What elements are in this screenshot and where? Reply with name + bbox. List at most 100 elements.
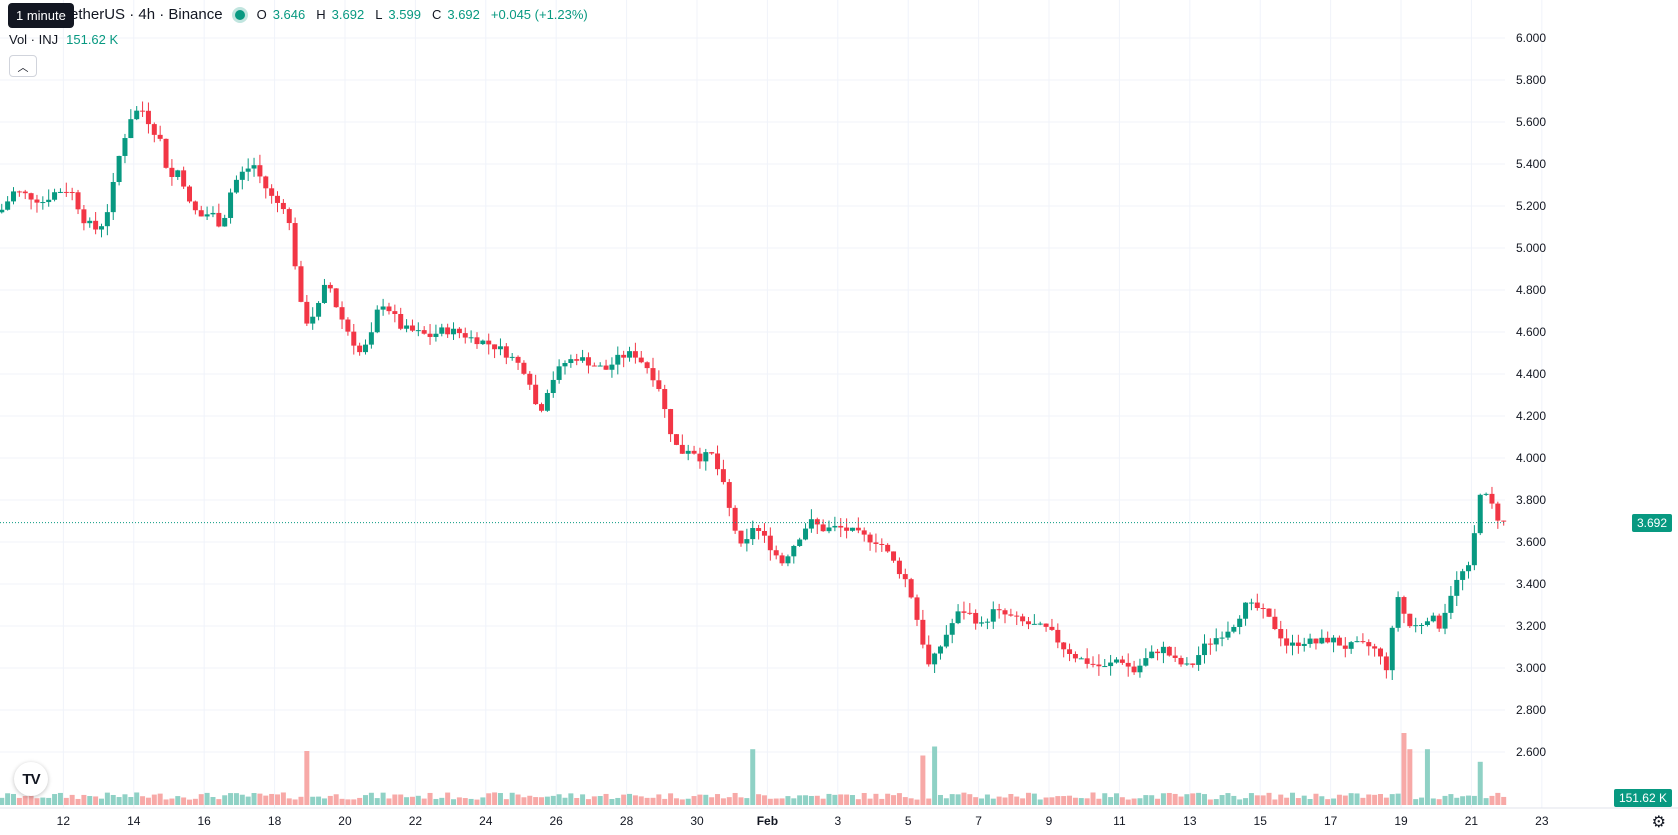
collapse-legend-button[interactable]: ︿ <box>9 55 37 77</box>
candle-body <box>533 384 539 405</box>
time-tick-label: 24 <box>479 814 493 828</box>
candle-body <box>1489 493 1495 504</box>
price-tick-label: 3.600 <box>1516 535 1546 549</box>
volume-bar <box>93 796 99 805</box>
candle-body <box>1113 659 1119 663</box>
volume-bar <box>63 797 69 805</box>
volume-bar <box>849 795 855 805</box>
candle-body <box>269 188 275 196</box>
candle-body <box>1430 615 1436 622</box>
candle-body <box>761 530 767 536</box>
volume-bar <box>269 793 275 805</box>
volume-bar <box>1430 798 1436 805</box>
time-tick-label: 14 <box>127 814 141 828</box>
candle-body <box>591 365 597 367</box>
volume-bar <box>357 797 363 805</box>
volume-bar <box>257 793 263 805</box>
time-tick-label: 12 <box>57 814 71 828</box>
candle-body <box>1407 613 1413 627</box>
volume-bar <box>1301 795 1307 805</box>
volume-bar <box>433 798 439 805</box>
volume-bar <box>210 797 216 805</box>
candle-body <box>1025 621 1031 625</box>
tradingview-logo-icon[interactable]: TV <box>14 762 48 796</box>
candle-body <box>1289 642 1295 646</box>
candle-body <box>468 337 474 339</box>
candle-body <box>1254 602 1260 609</box>
price-tick-label: 4.400 <box>1516 367 1546 381</box>
volume-bar <box>1178 796 1184 805</box>
candle-body <box>527 373 533 385</box>
volume-bar <box>937 794 943 805</box>
candle-body <box>955 611 961 624</box>
candle-body <box>1377 648 1383 657</box>
volume-bar <box>1377 794 1383 805</box>
candle-body <box>1237 618 1243 627</box>
time-tick-label: 7 <box>975 814 982 828</box>
volume-bar <box>368 792 374 805</box>
volume-bar <box>52 794 58 805</box>
volume-bar <box>615 797 621 805</box>
candle-body <box>1395 597 1401 628</box>
candle-body <box>57 191 63 193</box>
price-axis[interactable]: 6.000 5.800 5.600 5.400 5.200 5.000 4.800 4.600… <box>1516 31 1546 759</box>
candle-body <box>885 544 891 552</box>
candle-body <box>263 176 269 189</box>
candle-body <box>1436 615 1442 629</box>
volume-bar <box>69 794 75 805</box>
volume-bar <box>797 795 803 805</box>
volume-bar <box>1243 798 1249 805</box>
volume-bar <box>627 793 633 805</box>
candle-body <box>1108 662 1114 667</box>
volume-bar <box>280 792 286 805</box>
candle-body <box>1295 642 1301 646</box>
volume-bar <box>650 797 656 805</box>
candle-body <box>204 214 210 217</box>
candle-body <box>1424 621 1430 625</box>
close-value: 3.692 <box>447 7 480 22</box>
candle-body <box>1219 637 1225 639</box>
candle-body <box>967 612 973 614</box>
candle-body <box>902 574 908 580</box>
symbol-title[interactable]: etherUS · 4h · Binance <box>70 6 223 23</box>
candle-body <box>116 155 122 182</box>
volume-bar <box>914 799 920 805</box>
market-status-icon[interactable] <box>234 9 245 20</box>
candle-body <box>773 550 779 556</box>
volume-bar <box>1172 793 1178 805</box>
volume-bar <box>474 799 480 805</box>
candle-body <box>691 450 697 454</box>
price-tick-label: 2.800 <box>1516 703 1546 717</box>
chevron-up-icon: ︿ <box>17 62 29 74</box>
volume-bar <box>1278 794 1284 805</box>
volume-bar <box>867 798 873 805</box>
volume-bar <box>668 793 674 805</box>
volume-bar <box>656 794 662 805</box>
candle-body <box>222 217 228 227</box>
volume-bar <box>585 799 591 805</box>
time-axis[interactable]: 12 14 16 18 20 22 24 26 28 30 Feb 3 5 7 9 11 13 15 17 19 21 2… <box>0 807 1678 828</box>
candle-body <box>157 134 163 139</box>
volume-bar <box>726 797 732 805</box>
candle-body <box>644 362 650 369</box>
volume-bar <box>632 795 638 805</box>
candle-body <box>726 482 732 508</box>
price-tick-label: 3.400 <box>1516 577 1546 591</box>
volume-bar <box>984 794 990 805</box>
volume-label[interactable]: Vol · INJ <box>9 32 59 47</box>
time-tick-label: 21 <box>1465 814 1479 828</box>
volume-bar <box>1160 793 1166 805</box>
candle-body <box>1166 646 1172 656</box>
time-tick-label: 28 <box>620 814 634 828</box>
candle-body <box>996 609 1002 611</box>
volume-bar <box>451 799 457 805</box>
volume-bar <box>456 797 462 805</box>
candle-body <box>1055 629 1061 643</box>
candle-body <box>233 179 239 193</box>
volume-bar <box>1155 798 1161 805</box>
candle-body <box>908 579 914 598</box>
volume-bar <box>1448 794 1454 805</box>
candle-body <box>709 452 715 454</box>
gear-icon[interactable]: ⚙ <box>1651 814 1666 831</box>
